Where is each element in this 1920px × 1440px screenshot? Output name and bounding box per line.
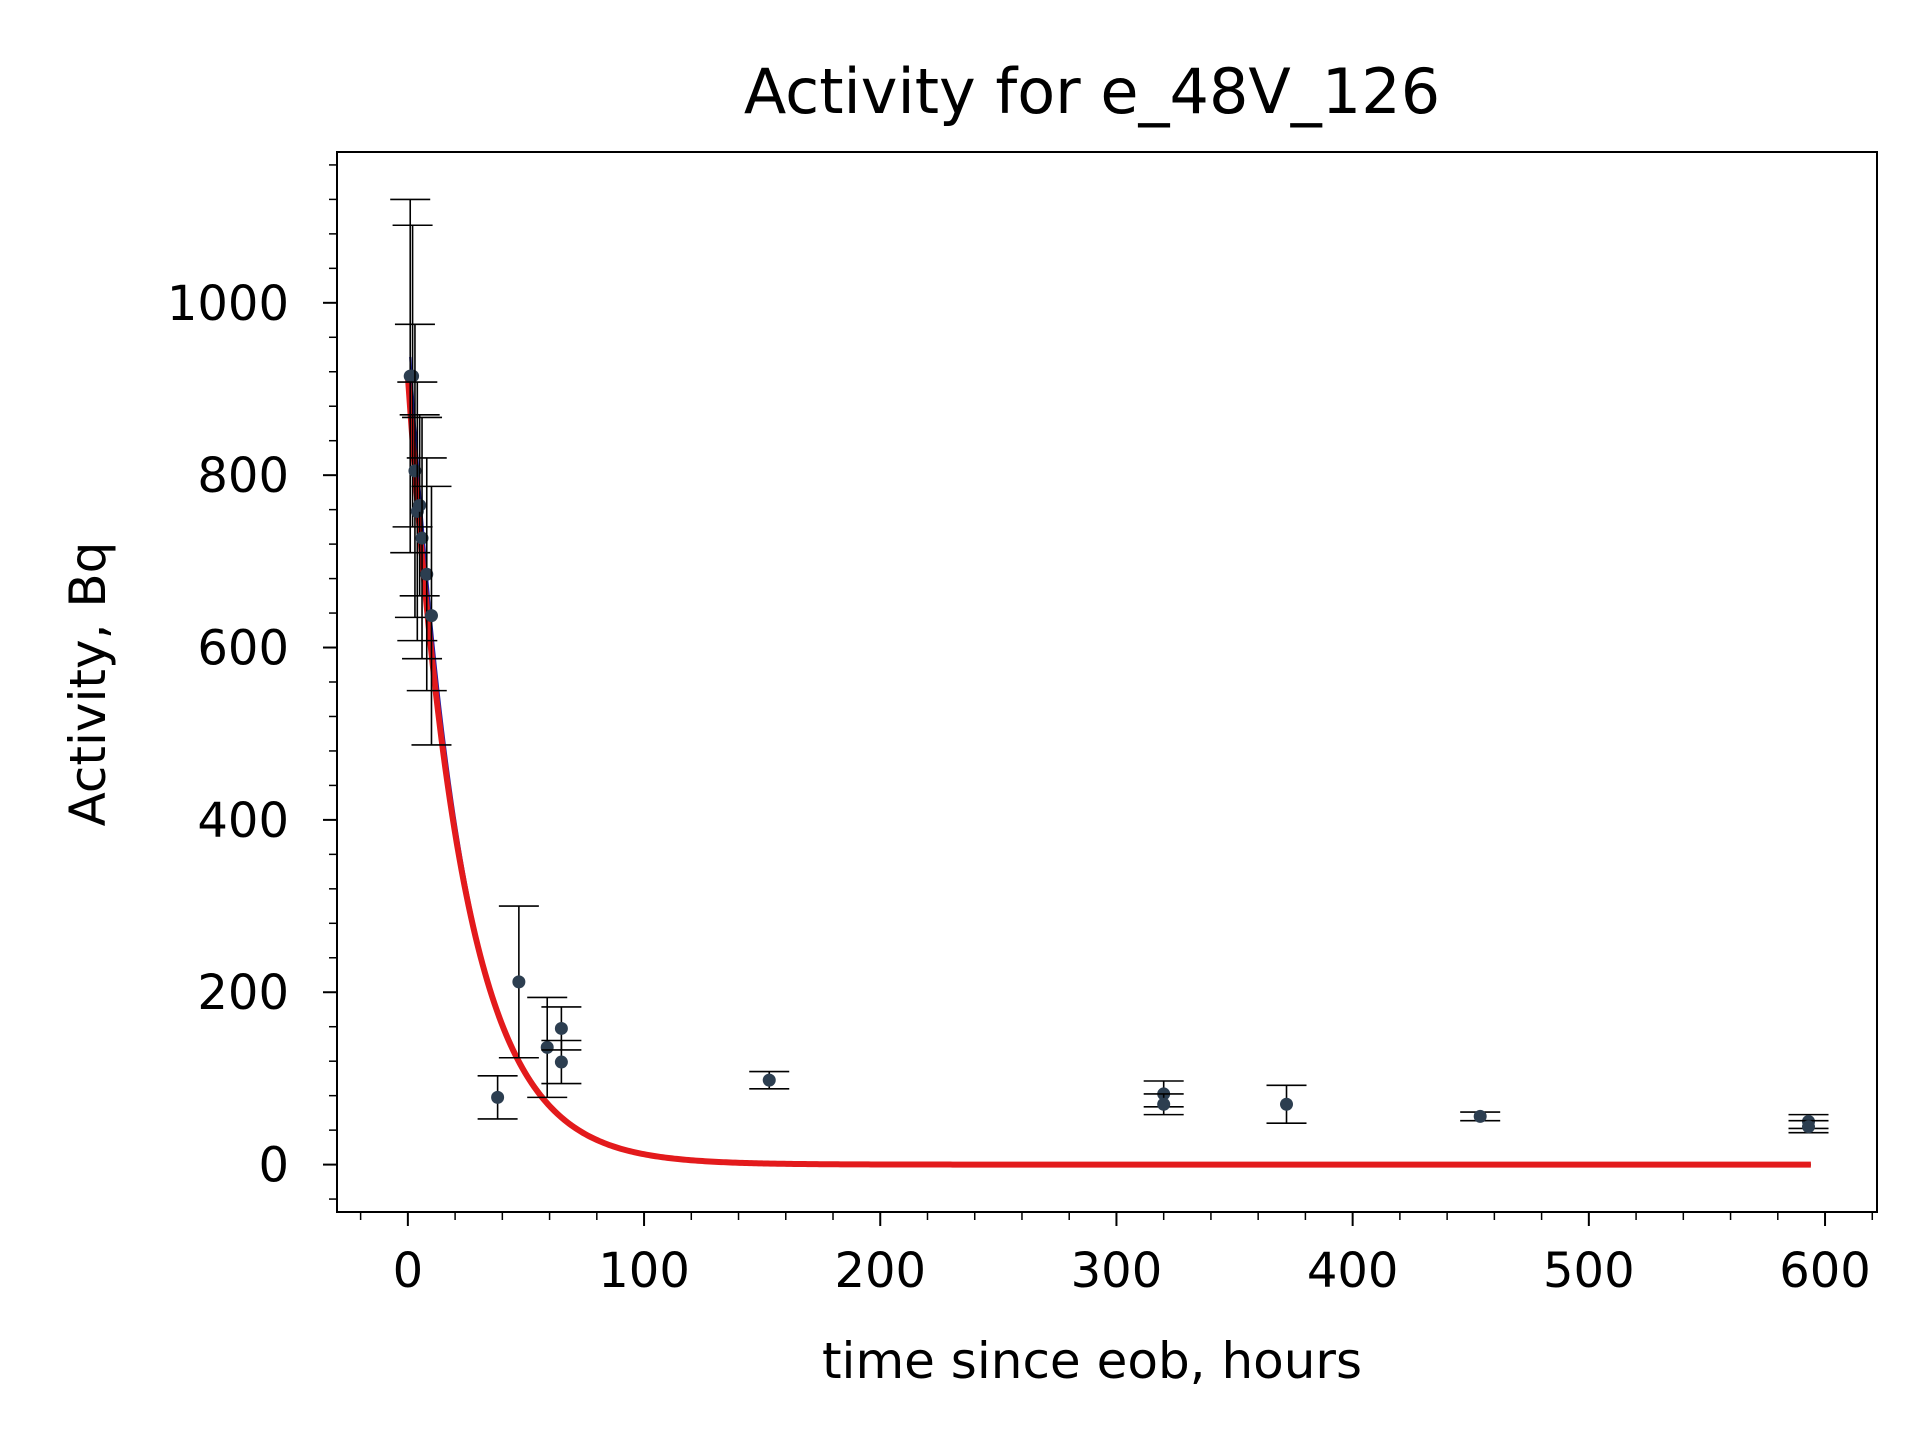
y-tick-label: 1000	[167, 276, 289, 332]
data-marker	[1157, 1097, 1171, 1111]
data-marker	[413, 498, 427, 512]
data-point-8	[411, 485, 452, 746]
data-marker	[512, 975, 526, 989]
fit-curve-3	[404, 375, 1812, 1168]
x-tick-label: 0	[393, 1243, 424, 1299]
data-point-14	[749, 1070, 790, 1090]
data-point-3	[394, 323, 435, 619]
data-marker	[1473, 1109, 1487, 1123]
x-tick-label: 100	[598, 1243, 690, 1299]
data-point-16	[1143, 1093, 1184, 1116]
data-point-9	[477, 1075, 518, 1120]
data-marker	[1280, 1097, 1294, 1111]
data-marker	[424, 609, 438, 623]
y-tick-label: 400	[197, 793, 289, 849]
data-point-10	[498, 905, 539, 1059]
data-marker	[540, 1040, 554, 1054]
x-tick-label: 400	[1307, 1243, 1399, 1299]
y-axis-ticks: 0 200 400 600 800 1000	[167, 164, 337, 1200]
plot-area: 0 100 200 300 400 500 600 0 200 400 600 800 1000	[167, 151, 1878, 1299]
data-points	[390, 198, 1829, 1134]
x-axis-ticks: 0 100 200 300 400 500 600	[359, 1212, 1874, 1299]
data-marker	[415, 531, 429, 545]
chart-title: Activity for e_48V_126	[744, 55, 1440, 128]
data-point-18	[1460, 1109, 1501, 1123]
x-tick-label: 200	[834, 1243, 926, 1299]
fit-curves	[404, 356, 1812, 1168]
data-point-20	[1788, 1119, 1829, 1134]
data-marker	[491, 1090, 505, 1104]
y-axis-label: Activity, Bq	[59, 542, 117, 827]
data-point-5	[399, 414, 440, 597]
y-tick-label: 800	[197, 448, 289, 504]
y-tick-label: 600	[197, 621, 289, 677]
x-axis-label: time since eob, hours	[822, 1332, 1362, 1390]
data-marker	[554, 1021, 568, 1035]
data-marker	[420, 567, 434, 581]
data-marker	[406, 369, 420, 383]
data-marker	[1802, 1120, 1816, 1134]
y-tick-label: 0	[258, 1138, 289, 1194]
data-point-13	[541, 1039, 582, 1085]
x-tick-label: 600	[1779, 1243, 1871, 1299]
data-marker	[408, 464, 422, 478]
y-tick-label: 200	[197, 965, 289, 1021]
data-point-7	[406, 457, 447, 692]
data-marker	[554, 1055, 568, 1069]
x-tick-label: 300	[1071, 1243, 1163, 1299]
data-marker	[762, 1073, 776, 1087]
data-point-17	[1266, 1084, 1307, 1125]
x-tick-label: 500	[1543, 1243, 1635, 1299]
